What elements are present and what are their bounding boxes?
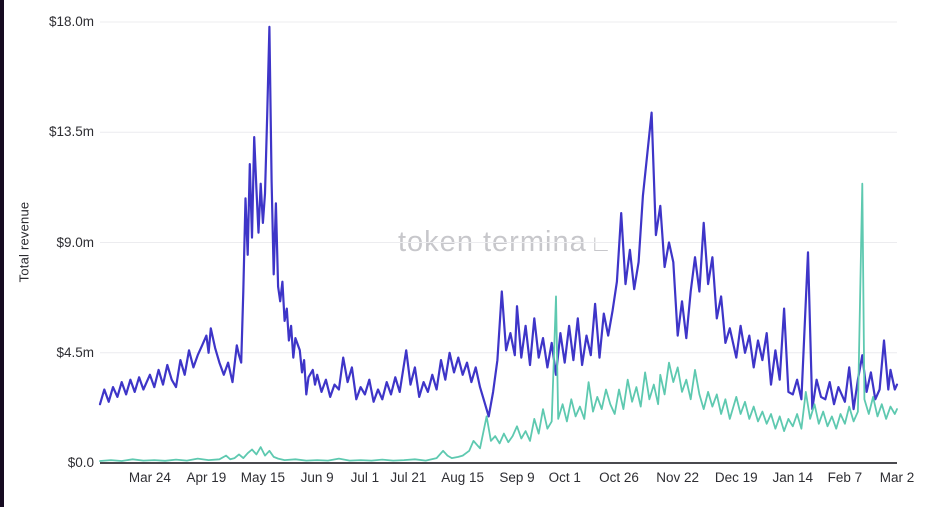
x-tick-label: Mar 2 bbox=[879, 470, 915, 485]
x-tick-label: Mar 24 bbox=[128, 470, 171, 485]
y-tick-label: $13.5m bbox=[48, 124, 94, 140]
x-tick-label: Feb 7 bbox=[827, 470, 863, 485]
y-tick-label: $4.5m bbox=[56, 344, 94, 360]
x-tick-label: Oct 1 bbox=[548, 470, 581, 485]
y-tick-label: $9.0m bbox=[56, 234, 94, 250]
revenue-line-blue bbox=[98, 25, 899, 418]
y-tick-label: $0.0 bbox=[67, 455, 94, 470]
x-tick-label: Jun 9 bbox=[300, 470, 334, 485]
watermark-logo-mark: ∟ bbox=[589, 231, 613, 256]
x-tick-label: Dec 19 bbox=[714, 470, 758, 485]
x-tick-label: Jul 21 bbox=[390, 470, 427, 485]
x-tick-label: Jul 1 bbox=[350, 470, 380, 485]
x-tick-label: Sep 9 bbox=[499, 470, 535, 485]
x-tick-label: Aug 15 bbox=[441, 470, 485, 485]
x-tick-label: Nov 22 bbox=[656, 470, 700, 485]
y-tick-label: $18.0m bbox=[48, 14, 94, 29]
x-tick-label: May 15 bbox=[240, 470, 285, 485]
revenue-line-teal bbox=[99, 182, 898, 462]
x-tick-label: Apr 19 bbox=[186, 470, 227, 485]
window-edge-strip bbox=[0, 0, 4, 507]
x-tick-label: Jan 14 bbox=[772, 470, 814, 485]
x-tick-label: Oct 26 bbox=[599, 470, 639, 485]
